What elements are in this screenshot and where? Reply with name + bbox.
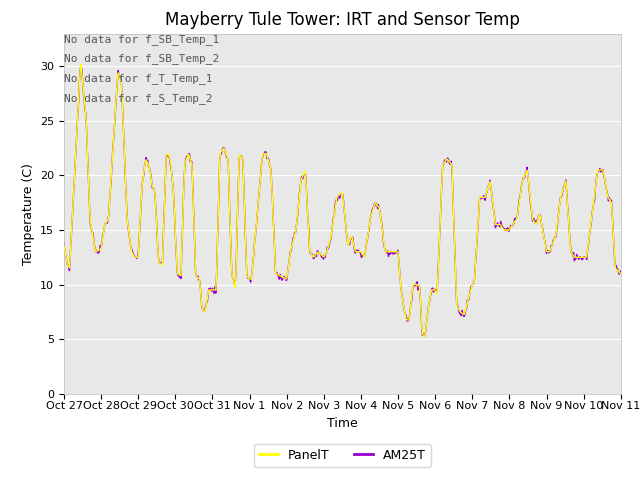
Legend: PanelT, AM25T: PanelT, AM25T [254, 444, 431, 467]
Text: No data for f_SB_Temp_2: No data for f_SB_Temp_2 [64, 53, 220, 64]
Text: No data for f_S_Temp_2: No data for f_S_Temp_2 [64, 93, 212, 104]
Y-axis label: Temperature (C): Temperature (C) [22, 163, 35, 264]
Text: No data for f_SB_Temp_1: No data for f_SB_Temp_1 [64, 34, 220, 45]
X-axis label: Time: Time [327, 417, 358, 430]
Text: No data for f_T_Temp_1: No data for f_T_Temp_1 [64, 73, 212, 84]
Title: Mayberry Tule Tower: IRT and Sensor Temp: Mayberry Tule Tower: IRT and Sensor Temp [165, 11, 520, 29]
